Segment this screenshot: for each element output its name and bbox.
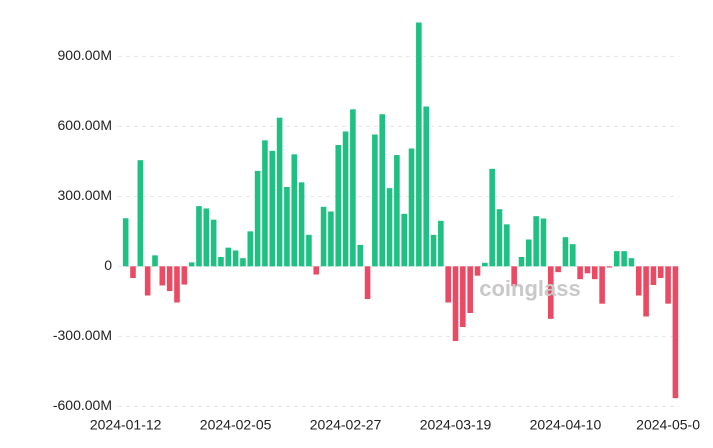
bar — [460, 266, 466, 327]
bar — [423, 106, 429, 267]
watermark: coinglass — [479, 276, 580, 301]
bar — [335, 145, 342, 267]
bar — [643, 266, 649, 317]
y-tick-label: 300.00M — [58, 187, 112, 203]
bar — [364, 266, 371, 299]
bar — [672, 266, 679, 399]
bar — [174, 266, 180, 303]
bar — [313, 266, 320, 275]
y-tick-label: -300.00M — [53, 327, 112, 343]
bar — [555, 266, 561, 273]
bar — [379, 114, 386, 267]
bar — [548, 266, 554, 319]
x-tick-label: 2024-04-10 — [530, 417, 602, 433]
bar — [445, 266, 451, 303]
bar — [276, 117, 283, 267]
bar — [350, 109, 356, 267]
bar — [606, 266, 613, 268]
bar — [159, 266, 166, 286]
bar — [284, 187, 290, 267]
bar — [665, 266, 671, 304]
bar — [628, 258, 635, 267]
bar — [518, 257, 525, 267]
x-tick-label: 2024-02-27 — [310, 417, 382, 433]
bar — [357, 244, 364, 267]
x-tick-label: 2024-05-0 — [636, 417, 700, 433]
x-tick-label: 2024-02-05 — [200, 417, 272, 433]
bar — [504, 224, 510, 267]
bar — [394, 155, 400, 267]
y-tick-label: -600.00M — [53, 397, 112, 413]
bar — [401, 213, 408, 267]
bar — [298, 182, 305, 267]
y-tick-label: 600.00M — [58, 117, 112, 133]
bar — [166, 266, 173, 292]
bar — [650, 266, 657, 285]
bar — [232, 250, 239, 267]
bar — [210, 219, 217, 267]
bar — [496, 209, 503, 267]
bar — [591, 266, 598, 280]
bar — [540, 218, 547, 267]
bar — [489, 168, 495, 267]
bar — [386, 188, 393, 267]
bar — [130, 266, 136, 278]
bar — [137, 160, 144, 267]
bar — [621, 251, 627, 267]
bar — [218, 257, 224, 267]
x-tick-label: 2024-01-12 — [90, 417, 162, 433]
bar — [372, 134, 378, 267]
bar — [599, 266, 605, 304]
bar — [254, 170, 261, 267]
bar — [430, 234, 437, 267]
bar — [467, 266, 473, 313]
bar — [188, 262, 195, 267]
bar — [269, 150, 276, 267]
bar — [408, 148, 415, 267]
bar — [511, 266, 517, 287]
bar — [247, 231, 254, 267]
bar — [342, 131, 349, 267]
bar — [533, 216, 539, 267]
bar — [262, 140, 268, 267]
bar — [240, 258, 246, 267]
bar — [526, 239, 532, 267]
bar — [613, 251, 620, 267]
bar — [203, 208, 210, 267]
bar — [562, 237, 569, 267]
bar — [291, 154, 298, 267]
bar — [482, 262, 488, 267]
bar — [225, 247, 232, 267]
bar — [196, 206, 202, 267]
y-tick-label: 900.00M — [58, 47, 112, 63]
bar — [584, 266, 591, 274]
bar — [438, 220, 444, 267]
bar — [181, 266, 188, 285]
bar — [569, 244, 576, 267]
bar — [122, 218, 129, 267]
bar — [320, 206, 327, 267]
bar — [635, 266, 642, 296]
bar — [152, 255, 158, 267]
y-tick-label: 0 — [104, 257, 112, 273]
bar — [416, 22, 422, 267]
bar — [452, 266, 459, 341]
bar — [306, 234, 312, 267]
bar — [144, 266, 151, 296]
bar — [328, 211, 334, 267]
x-tick-label: 2024-03-19 — [420, 417, 492, 433]
bar — [657, 266, 664, 278]
bar — [474, 266, 481, 276]
bar — [577, 266, 583, 280]
